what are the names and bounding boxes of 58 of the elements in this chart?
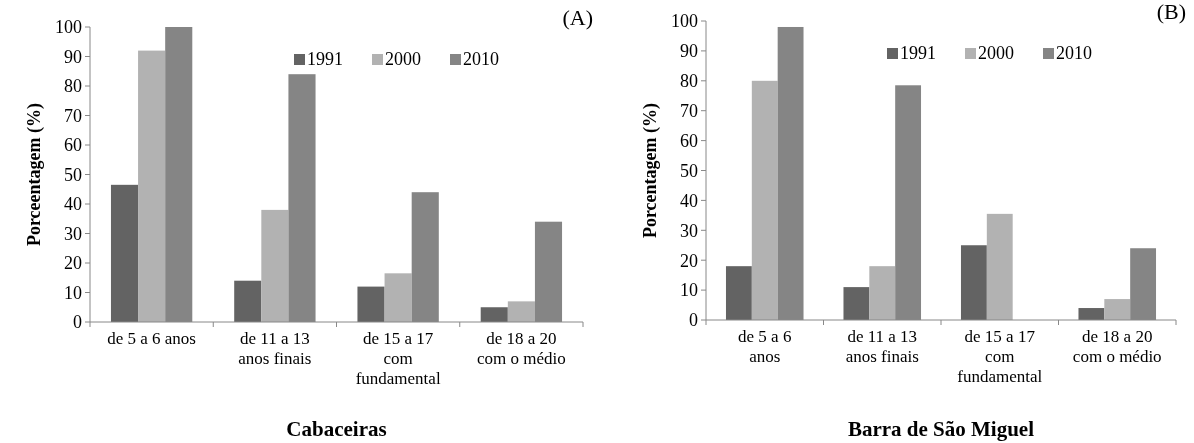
x-tick-label: de 5 a 6 anos xyxy=(107,329,197,348)
y-tick-label: 100 xyxy=(671,11,698,32)
y-tick-label: 40 xyxy=(680,190,698,211)
legend-label: 2010 xyxy=(463,49,499,69)
y-tick-label: 90 xyxy=(64,46,82,67)
y-tick-label: 10 xyxy=(680,280,698,301)
y-tick-label: 30 xyxy=(64,223,82,244)
bar xyxy=(869,266,896,320)
y-tick-label: 0 xyxy=(73,312,82,333)
bar xyxy=(480,307,508,322)
x-tick-label: de 15 a 17 com fundamental xyxy=(957,327,1043,386)
y-axis-title: Porceentagem (%) xyxy=(24,102,45,247)
x-tick-label: de 11 a 13 anos finais xyxy=(845,327,919,366)
legend-label: 1991 xyxy=(900,43,936,63)
bar xyxy=(751,80,778,320)
x-tick-label: de 11 a 13 anos finais xyxy=(238,329,312,368)
y-tick-label: 50 xyxy=(680,160,698,181)
bar xyxy=(1104,299,1131,320)
x-axis-title: Cabaceiras xyxy=(286,417,387,441)
bar xyxy=(1078,308,1105,320)
bar xyxy=(507,301,535,322)
y-tick-label: 100 xyxy=(55,17,82,38)
x-axis-title: Barra de São Miguel xyxy=(847,417,1035,441)
y-tick-label: 10 xyxy=(64,282,82,303)
x-tick-label: de 15 a 17 com fundamental xyxy=(355,329,441,388)
y-tick-label: 70 xyxy=(64,105,82,126)
y-tick-label: 50 xyxy=(64,164,82,185)
bar xyxy=(986,213,1013,320)
bar xyxy=(843,287,870,320)
y-tick-label: 40 xyxy=(64,194,82,215)
chart-title: (B) xyxy=(1156,0,1186,24)
y-tick-label: 30 xyxy=(680,220,698,241)
bar xyxy=(725,266,752,320)
legend-label: 2010 xyxy=(1056,43,1092,63)
y-tick-label: 60 xyxy=(64,135,82,156)
y-tick-label: 60 xyxy=(680,130,698,151)
y-axis-title: Porcentagem (%) xyxy=(640,102,661,239)
y-tick-label: 20 xyxy=(64,253,82,274)
chart-title: (A) xyxy=(562,5,593,30)
x-tick-label: de 18 a 20 com o médio xyxy=(476,329,566,368)
bar xyxy=(138,50,166,322)
bar xyxy=(234,280,262,322)
y-tick-label: 0 xyxy=(689,310,698,331)
y-tick-label: 70 xyxy=(680,101,698,121)
y-tick-label: 80 xyxy=(64,76,82,97)
y-tick-label: 80 xyxy=(680,71,698,92)
legend-label: 2000 xyxy=(385,49,421,69)
y-tick-label: 90 xyxy=(680,41,698,62)
legend-label: 2000 xyxy=(978,43,1014,63)
bar xyxy=(357,286,385,322)
x-tick-label: de 5 a 6 anos xyxy=(738,327,792,366)
x-tick-label: de 18 a 20 com o médio xyxy=(1072,327,1162,366)
bar xyxy=(384,273,412,322)
legend-label: 1991 xyxy=(307,49,343,69)
bar xyxy=(960,245,987,320)
bar xyxy=(261,209,289,322)
y-tick-label: 20 xyxy=(680,250,698,271)
bar xyxy=(110,184,139,322)
